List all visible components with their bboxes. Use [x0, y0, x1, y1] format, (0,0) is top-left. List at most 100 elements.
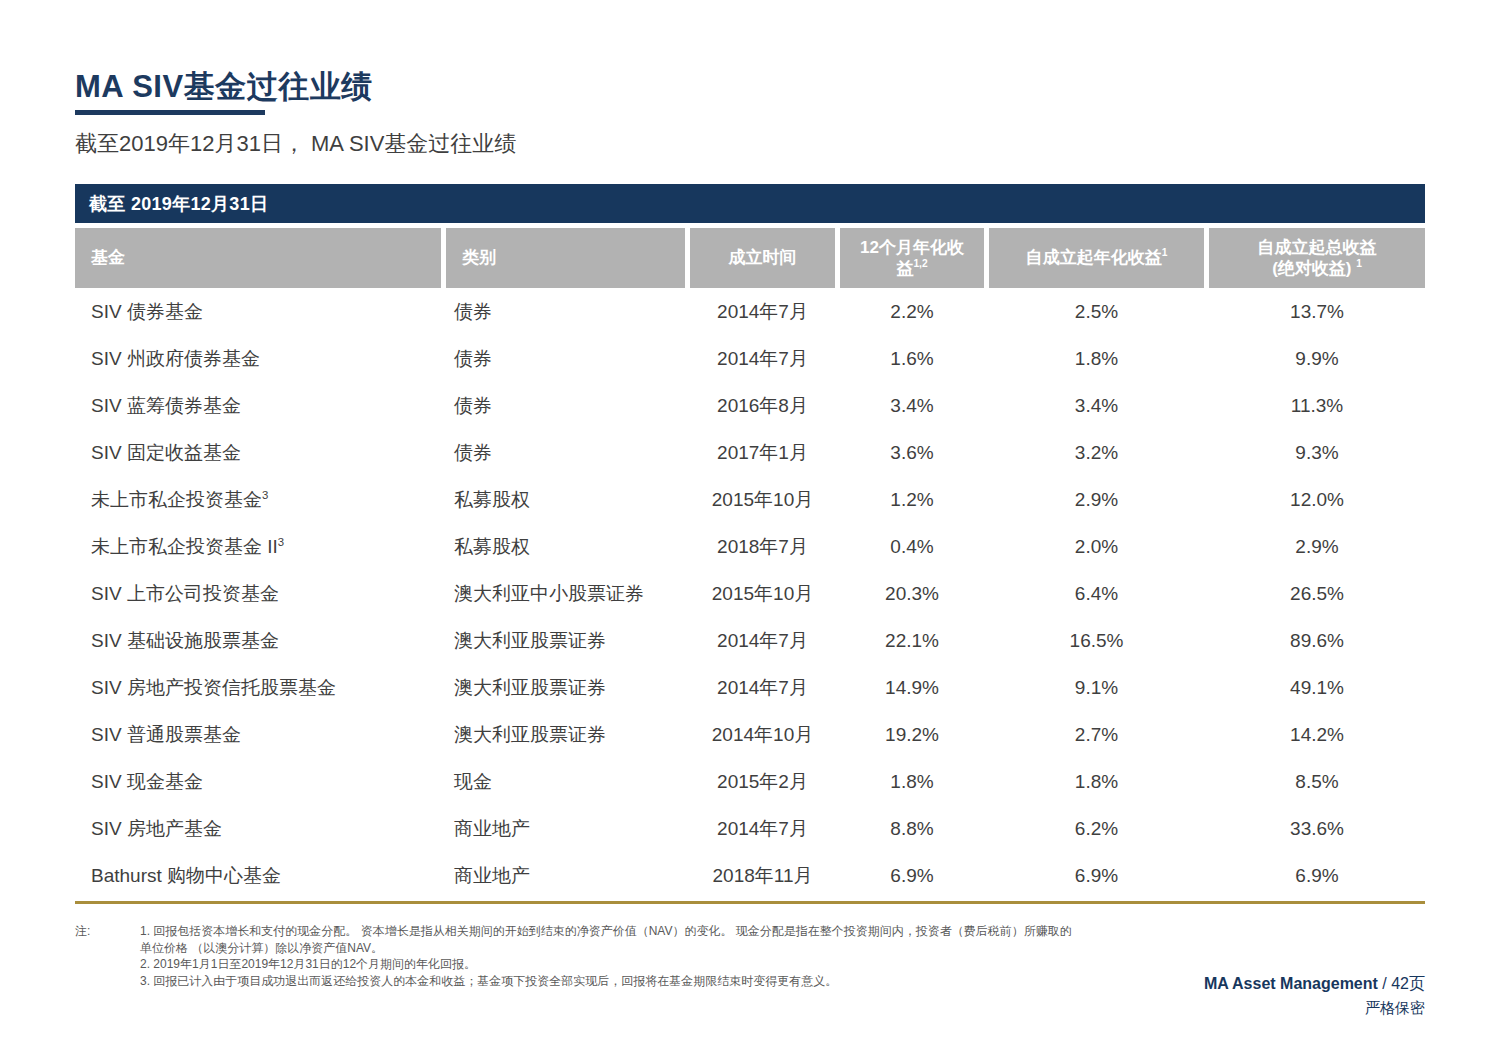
- table-row: 未上市私企投资基金3私募股权2015年10月1.2%2.9%12.0%: [75, 476, 1425, 523]
- return-annualized-since-cell: 2.5%: [989, 301, 1204, 323]
- return-total-since-cell: 9.9%: [1209, 348, 1425, 370]
- footer-confidentiality: 严格保密: [1204, 999, 1425, 1018]
- table-row: 未上市私企投资基金 II3私募股权2018年7月0.4%2.0%2.9%: [75, 523, 1425, 570]
- col-header-inception: 成立时间: [690, 228, 835, 288]
- return-annualized-since-cell: 6.2%: [989, 818, 1204, 840]
- notes-block: 1. 回报包括资本增长和支付的现金分配。 资本增长是指从相关期间的开始到结束的净…: [140, 923, 1210, 989]
- category-cell: 现金: [446, 769, 685, 795]
- fund-name-cell: SIV 房地产投资信托股票基金: [75, 675, 441, 701]
- return-annualized-since-cell: 6.9%: [989, 865, 1204, 887]
- fund-name-cell: 未上市私企投资基金 II3: [75, 534, 441, 560]
- return-annualized-since-cell: 3.2%: [989, 442, 1204, 464]
- return-total-since-cell: 33.6%: [1209, 818, 1425, 840]
- return-total-since-cell: 26.5%: [1209, 583, 1425, 605]
- return-total-since-cell: 2.9%: [1209, 536, 1425, 558]
- return-annualized-since-cell: 16.5%: [989, 630, 1204, 652]
- category-cell: 债券: [446, 299, 685, 325]
- return-12m-cell: 1.6%: [840, 348, 984, 370]
- fund-name-cell: SIV 上市公司投资基金: [75, 581, 441, 607]
- category-cell: 澳大利亚股票证券: [446, 675, 685, 701]
- footer-brand: MA Asset Management: [1204, 975, 1378, 992]
- page-footer: MA Asset Management / 42页 严格保密: [1204, 974, 1425, 1018]
- inception-date-cell: 2014年7月: [690, 816, 835, 842]
- inception-date-cell: 2018年7月: [690, 534, 835, 560]
- category-cell: 债券: [446, 393, 685, 419]
- table-row: Bathurst 购物中心基金商业地产2018年11月6.9%6.9%6.9%: [75, 852, 1425, 899]
- page-title: MA SIV基金过往业绩: [75, 66, 373, 108]
- category-cell: 私募股权: [446, 534, 685, 560]
- return-12m-cell: 19.2%: [840, 724, 984, 746]
- col-header-return-annualized: 自成立起年化收益1: [989, 228, 1204, 288]
- fund-name-cell: SIV 普通股票基金: [75, 722, 441, 748]
- fund-name-cell: SIV 房地产基金: [75, 816, 441, 842]
- category-cell: 澳大利亚股票证券: [446, 628, 685, 654]
- inception-date-cell: 2014年7月: [690, 628, 835, 654]
- fund-name-cell: SIV 蓝筹债券基金: [75, 393, 441, 419]
- return-12m-cell: 3.4%: [840, 395, 984, 417]
- return-annualized-since-cell: 1.8%: [989, 771, 1204, 793]
- table-row: SIV 蓝筹债券基金债券2016年8月3.4%3.4%11.3%: [75, 382, 1425, 429]
- title-underline: [75, 110, 265, 115]
- table-row: SIV 现金基金现金2015年2月1.8%1.8%8.5%: [75, 758, 1425, 805]
- note-line: 2. 2019年1月1日至2019年12月31日的12个月期间的年化回报。: [140, 956, 1210, 973]
- return-12m-cell: 14.9%: [840, 677, 984, 699]
- table-row: SIV 基础设施股票基金澳大利亚股票证券2014年7月22.1%16.5%89.…: [75, 617, 1425, 664]
- inception-date-cell: 2017年1月: [690, 440, 835, 466]
- return-total-since-cell: 13.7%: [1209, 301, 1425, 323]
- return-12m-cell: 20.3%: [840, 583, 984, 605]
- table-row: SIV 房地产基金商业地产2014年7月8.8%6.2%33.6%: [75, 805, 1425, 852]
- inception-date-cell: 2018年11月: [690, 863, 835, 889]
- category-cell: 商业地产: [446, 863, 685, 889]
- return-12m-cell: 3.6%: [840, 442, 984, 464]
- fund-name-cell: SIV 固定收益基金: [75, 440, 441, 466]
- note-line: 3. 回报已计入由于项目成功退出而返还给投资人的本金和收益；基金项下投资全部实现…: [140, 973, 1210, 990]
- inception-date-cell: 2015年10月: [690, 487, 835, 513]
- return-total-since-cell: 6.9%: [1209, 865, 1425, 887]
- category-cell: 澳大利亚股票证券: [446, 722, 685, 748]
- fund-name-cell: Bathurst 购物中心基金: [75, 863, 441, 889]
- inception-date-cell: 2014年7月: [690, 346, 835, 372]
- table-row: SIV 上市公司投资基金澳大利亚中小股票证券2015年10月20.3%6.4%2…: [75, 570, 1425, 617]
- return-12m-cell: 6.9%: [840, 865, 984, 887]
- col-header-return-12m: 12个月年化收益1,2: [840, 228, 984, 288]
- return-total-since-cell: 89.6%: [1209, 630, 1425, 652]
- category-cell: 商业地产: [446, 816, 685, 842]
- return-annualized-since-cell: 2.0%: [989, 536, 1204, 558]
- fund-name-cell: SIV 州政府债券基金: [75, 346, 441, 372]
- fund-name-cell: 未上市私企投资基金3: [75, 487, 441, 513]
- return-12m-cell: 22.1%: [840, 630, 984, 652]
- return-annualized-since-cell: 2.7%: [989, 724, 1204, 746]
- table-row: SIV 州政府债券基金债券2014年7月1.6%1.8%9.9%: [75, 335, 1425, 382]
- category-cell: 澳大利亚中小股票证券: [446, 581, 685, 607]
- col-header-return-total: 自成立起总收益(绝对收益) 1: [1209, 228, 1425, 288]
- return-12m-cell: 1.2%: [840, 489, 984, 511]
- note-line: 单位价格 （以澳分计算）除以净资产值NAV。: [140, 940, 1210, 957]
- return-total-since-cell: 11.3%: [1209, 395, 1425, 417]
- return-total-since-cell: 9.3%: [1209, 442, 1425, 464]
- table-row: SIV 房地产投资信托股票基金澳大利亚股票证券2014年7月14.9%9.1%4…: [75, 664, 1425, 711]
- page-subtitle: 截至2019年12月31日， MA SIV基金过往业绩: [75, 129, 516, 159]
- fund-name-cell: SIV 现金基金: [75, 769, 441, 795]
- inception-date-cell: 2014年7月: [690, 299, 835, 325]
- table-banner-label: 截至 2019年12月31日: [89, 192, 268, 216]
- table-row: SIV 固定收益基金债券2017年1月3.6%3.2%9.3%: [75, 429, 1425, 476]
- return-annualized-since-cell: 6.4%: [989, 583, 1204, 605]
- return-total-since-cell: 8.5%: [1209, 771, 1425, 793]
- footer-page-number: / 42页: [1378, 975, 1425, 992]
- return-12m-cell: 8.8%: [840, 818, 984, 840]
- return-12m-cell: 0.4%: [840, 536, 984, 558]
- fund-name-cell: SIV 债券基金: [75, 299, 441, 325]
- return-total-since-cell: 14.2%: [1209, 724, 1425, 746]
- note-line: 1. 回报包括资本增长和支付的现金分配。 资本增长是指从相关期间的开始到结束的净…: [140, 923, 1210, 940]
- col-header-fund: 基金: [75, 228, 441, 288]
- category-cell: 债券: [446, 440, 685, 466]
- category-cell: 债券: [446, 346, 685, 372]
- return-12m-cell: 1.8%: [840, 771, 984, 793]
- notes-label: 注:: [75, 923, 90, 940]
- table-body: SIV 债券基金债券2014年7月2.2%2.5%13.7%SIV 州政府债券基…: [75, 288, 1425, 899]
- inception-date-cell: 2015年2月: [690, 769, 835, 795]
- table-bottom-border: [75, 901, 1425, 904]
- inception-date-cell: 2016年8月: [690, 393, 835, 419]
- return-total-since-cell: 49.1%: [1209, 677, 1425, 699]
- inception-date-cell: 2014年7月: [690, 675, 835, 701]
